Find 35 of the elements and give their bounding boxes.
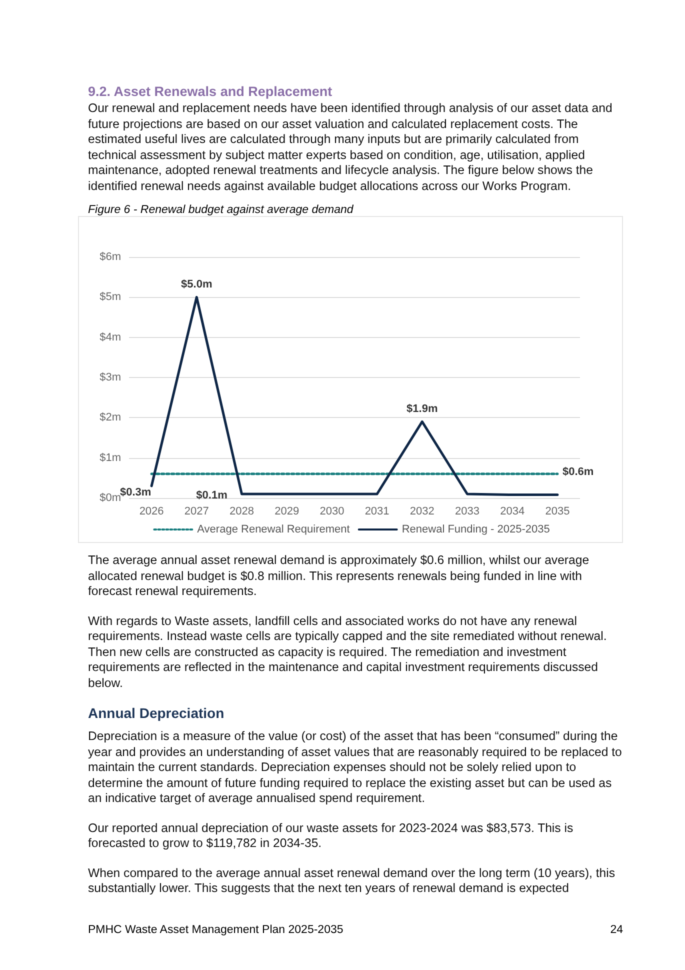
x-tick-label: 2034 <box>500 506 525 518</box>
y-tick-label: $6m <box>100 251 121 263</box>
text: Depreciation is a measure of the value (or cost) of the asset that has been “consumed” during the year and provides an understanding of asset values that are reasonably required to be replaced to maintain the current standards. Depreciation expenses should not be solely relied upon to determine the amount of future funding required to replace the existing asset but can be used as an indicative target of average annualised spend requirement. <box>88 729 623 806</box>
x-tick-label: 2032 <box>410 506 434 518</box>
data-label: $1.9m <box>406 403 438 416</box>
x-tick-label: 2031 <box>364 506 390 518</box>
data-label: $0.3m <box>120 486 152 498</box>
data-label: $0.1m <box>196 489 228 502</box>
x-tick-label: 2035 <box>545 506 570 518</box>
text: Annual Depreciation <box>88 705 226 721</box>
x-tick-label: 2028 <box>230 506 254 518</box>
chart-subtitle: Our renewal and replacement needs have been identified through analysis of our asset data and future projections are based on our asset valuation and calculated replacement costs. The estimated useful lives are calculated through many inputs but are primarily calculated from technical assessment by subject matter experts based on condition, age, utilisation, applied maintenance, adopted renewal treatments and lifecycle analysis. The figure below shows the identified renewal needs against available budget allocations across our Works Program. <box>88 101 614 194</box>
x-tick-label: 2027 <box>184 506 209 518</box>
y-tick-label: $3m <box>100 372 121 384</box>
x-tick-label: 2030 <box>320 506 344 518</box>
y-tick-label: $2m <box>100 412 121 424</box>
text: The average annual asset renewal demand is approximately $0.6 million, whilst our average allocated renewal budget is $0.8 million. This represents renewals being funded in line with forecast renewal requirements. <box>88 553 590 600</box>
text: Our reported annual depreciation of our waste assets for 2023-2024 was $83,573. This is forecasted to grow to $119,782 in 2034-35. <box>88 820 574 852</box>
text: 24 <box>610 924 623 936</box>
x-tick-label: 2029 <box>274 506 300 518</box>
y-tick-label: $1m <box>100 452 121 464</box>
legend-label: Renewal Funding - 2025-2035 <box>402 524 550 536</box>
y-tick-label: $4m <box>100 331 121 344</box>
caption: Figure 6 - Renewal budget against average demand <box>88 204 354 216</box>
text: With regards to Waste assets, landfill cells and associated works do not have any renewal requirements. Instead waste cells are typically capped and the site remediated without renewal. Then new cells are constructed as capacity is required. The remediation and investment requirements are reflected in the maintenance and capital investment requirements discussed below. <box>88 614 608 691</box>
data-label: $0.6m <box>562 466 594 478</box>
y-tick-label: $5m <box>100 291 121 304</box>
y-tick-label: $0m <box>100 492 121 504</box>
data-label: $5.0m <box>181 278 212 291</box>
legend-label: Average Renewal Requirement <box>197 524 350 536</box>
text: PMHC Waste Asset Management Plan 2025-2035 <box>88 924 344 936</box>
chart-title: 9.2. Asset Renewals and Replacement <box>88 84 334 99</box>
x-tick-label: 2026 <box>139 506 164 518</box>
text: When compared to the average annual asset renewal demand over the long term (10 years), this substantially lower. This suggests that the next ten years of renewal demand is expected <box>88 866 616 896</box>
x-tick-label: 2033 <box>455 506 480 518</box>
